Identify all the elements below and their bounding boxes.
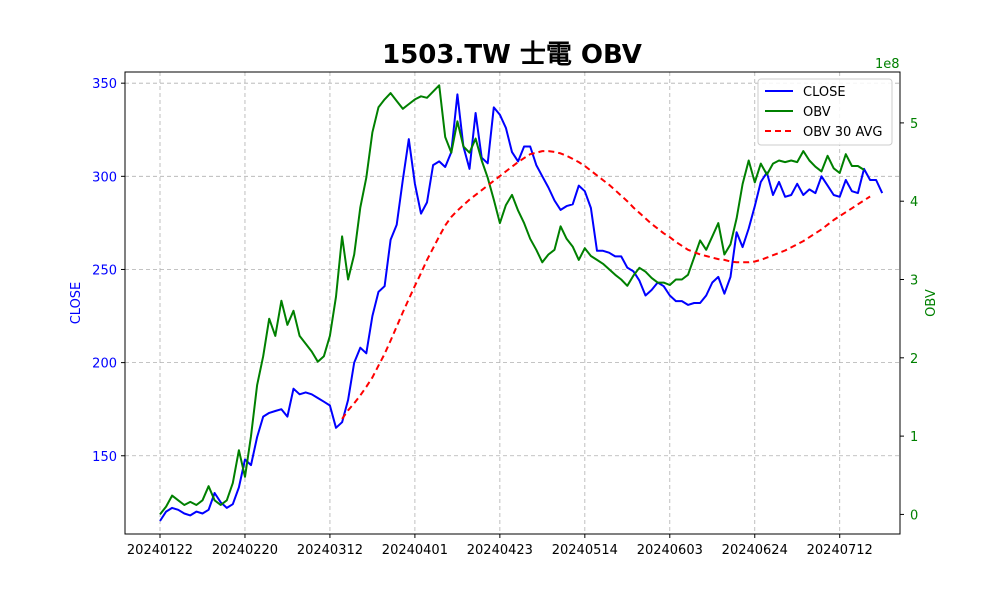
left-tick-label: 150 xyxy=(92,450,117,465)
legend-label-obv: OBV xyxy=(803,105,831,120)
right-tick-label: 1 xyxy=(910,430,918,445)
left-tick-label: 300 xyxy=(92,170,117,185)
chart-title: 1503.TW 士電 OBV xyxy=(382,40,642,70)
right-tick-label: 3 xyxy=(910,274,918,289)
plot-frame xyxy=(124,71,901,535)
x-tick-label: 20240220 xyxy=(212,543,278,558)
right-tick-label: 0 xyxy=(910,508,918,523)
right-axis-scale-label: 1e8 xyxy=(875,57,900,72)
x-tick-label: 20240603 xyxy=(637,543,703,558)
legend-label-obv-avg: OBV 30 AVG xyxy=(803,125,882,140)
left-axis-label: CLOSE xyxy=(69,282,84,325)
series-line-obv-30-avg xyxy=(341,150,871,420)
x-tick-label: 20240312 xyxy=(297,543,363,558)
left-axis: 150 200 250 300 350 xyxy=(92,77,125,465)
series-line-close xyxy=(159,93,884,522)
right-axis: 0 1 2 3 4 5 xyxy=(900,117,918,523)
legend-label-close: CLOSE xyxy=(803,85,846,100)
x-tick-label: 20240712 xyxy=(807,543,873,558)
right-tick-label: 2 xyxy=(910,352,918,367)
right-tick-label: 5 xyxy=(910,117,918,132)
x-tick-label: 20240423 xyxy=(467,543,533,558)
right-tick-label: 4 xyxy=(910,195,918,210)
x-tick-label: 20240122 xyxy=(127,543,193,558)
x-tick-label: 20240401 xyxy=(382,543,448,558)
legend-box xyxy=(757,78,893,146)
left-tick-label: 250 xyxy=(92,263,117,278)
left-tick-label: 200 xyxy=(92,357,117,372)
left-tick-label: 350 xyxy=(92,77,117,92)
right-axis-label: OBV xyxy=(924,289,939,317)
legend: CLOSE OBV OBV 30 AVG xyxy=(757,78,893,146)
x-tick-label: 20240624 xyxy=(722,543,788,558)
x-axis: 20240122 20240220 20240312 20240401 20240423… xyxy=(127,534,873,558)
series-lines xyxy=(159,84,884,522)
x-tick-label: 20240514 xyxy=(552,543,618,558)
series-line-obv xyxy=(159,84,865,516)
